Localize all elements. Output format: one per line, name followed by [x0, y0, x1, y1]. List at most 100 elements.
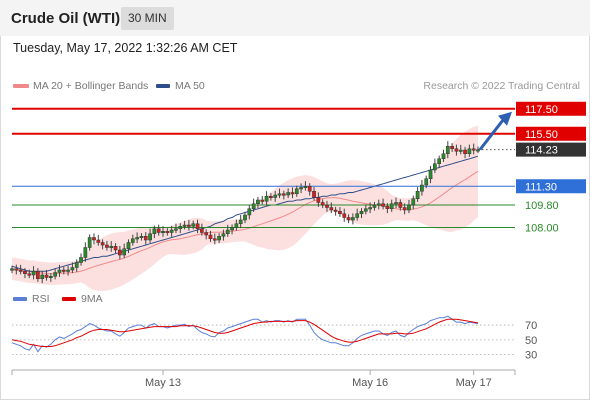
- candle: [74, 262, 79, 268]
- forecast-arrow-head: [498, 111, 512, 126]
- candle: [187, 224, 191, 227]
- candle: [376, 203, 381, 206]
- candle: [307, 186, 312, 192]
- candle: [471, 148, 476, 151]
- level-label-117.50: 117.50: [525, 104, 558, 116]
- candle: [355, 213, 360, 218]
- level-label-108.00: 108.00: [525, 223, 559, 235]
- candle: [10, 268, 14, 271]
- candle: [238, 219, 243, 224]
- candle: [152, 228, 157, 234]
- candle: [87, 237, 92, 248]
- candle: [105, 244, 109, 248]
- candle: [402, 207, 407, 211]
- x-tick-label: May 17: [456, 377, 492, 389]
- candle: [23, 271, 27, 274]
- candle: [109, 246, 114, 248]
- header-bar: Crude Oil (WTI) 30 MIN: [0, 0, 590, 36]
- candle: [14, 268, 19, 271]
- candle: [333, 209, 338, 212]
- candle: [441, 153, 446, 159]
- candle: [363, 208, 368, 212]
- candle: [264, 196, 269, 202]
- candle: [247, 208, 252, 216]
- candle: [351, 217, 355, 221]
- candle: [372, 204, 377, 208]
- x-tick-label: May 16: [352, 377, 388, 389]
- candle: [208, 234, 213, 239]
- candle: [230, 227, 234, 231]
- candle: [143, 236, 148, 241]
- ma50-legend-swatch: [156, 84, 170, 88]
- candle: [200, 228, 204, 233]
- timestamp: Tuesday, May 17, 2022 1:32:26 AM CET: [13, 41, 238, 55]
- candle: [381, 203, 385, 207]
- candle: [135, 237, 139, 240]
- candle: [428, 169, 433, 179]
- candle: [126, 242, 131, 249]
- rsi-series-rsi: [11, 315, 479, 353]
- candle: [66, 269, 70, 272]
- candle: [411, 198, 416, 206]
- candle: [79, 257, 83, 263]
- candle: [48, 276, 53, 278]
- candle: [320, 202, 325, 206]
- ma9-legend-label: 9MA: [81, 293, 103, 305]
- candle: [113, 246, 118, 251]
- candle: [433, 163, 437, 171]
- candle: [165, 231, 170, 233]
- ma50-legend-label: MA 50: [175, 80, 205, 92]
- candle: [458, 149, 463, 152]
- candle: [83, 247, 88, 258]
- level-label-114.23: 114.23: [525, 145, 558, 157]
- candle: [450, 146, 454, 149]
- candle: [139, 236, 144, 238]
- rsi-series-9ma: [11, 318, 479, 347]
- candle: [273, 194, 278, 198]
- instrument-title: Crude Oil (WTI): [11, 10, 121, 27]
- candle: [57, 269, 62, 273]
- candle: [96, 239, 101, 243]
- rsi-tick-label: 70: [525, 320, 537, 332]
- candle: [191, 223, 196, 227]
- candle: [92, 237, 96, 241]
- candle: [40, 274, 45, 279]
- candle: [415, 191, 420, 199]
- timeframe-badge[interactable]: 30 MIN: [121, 7, 174, 30]
- candle: [299, 187, 303, 190]
- candle: [53, 272, 57, 277]
- candle: [398, 202, 403, 208]
- candle: [281, 193, 286, 196]
- candle: [463, 149, 467, 154]
- candle: [169, 229, 174, 233]
- candle: [182, 224, 187, 227]
- candle: [178, 226, 183, 229]
- level-label-111.30: 111.30: [525, 181, 557, 193]
- candle: [130, 238, 135, 243]
- forecast-arrow-shaft: [478, 117, 506, 151]
- candle: [44, 274, 49, 278]
- candle: [195, 223, 200, 229]
- candle: [118, 249, 122, 256]
- candle: [338, 211, 342, 214]
- candle: [217, 236, 221, 241]
- candle: [243, 214, 247, 221]
- candle: [156, 228, 161, 233]
- candle: [18, 269, 23, 272]
- level-tag-117.50: [516, 101, 586, 116]
- rsi-tick-label: 30: [525, 350, 537, 362]
- candle: [294, 188, 299, 194]
- candle: [424, 178, 429, 186]
- level-tag-115.50: [516, 126, 586, 141]
- candle: [316, 197, 321, 203]
- ma20-legend-label: MA 20 + Bollinger Bands: [33, 80, 149, 92]
- candle: [437, 158, 442, 164]
- candle: [325, 204, 329, 208]
- candle: [385, 206, 390, 209]
- candle: [256, 199, 260, 204]
- candle: [346, 217, 351, 221]
- candle: [407, 204, 411, 211]
- level-label-115.50: 115.50: [525, 129, 558, 141]
- ma9-legend-swatch: [62, 297, 76, 301]
